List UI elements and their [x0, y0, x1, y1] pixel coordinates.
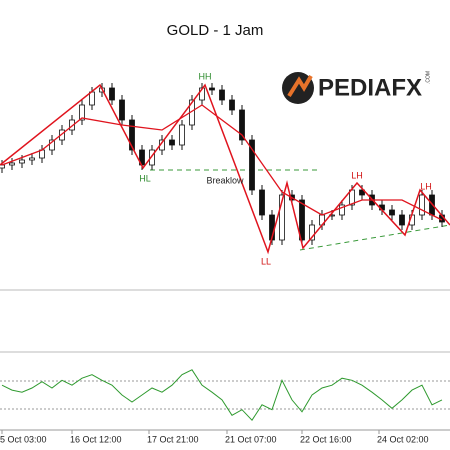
candle-body [399, 214, 405, 226]
candle-body [69, 119, 75, 131]
candle-body [259, 189, 265, 216]
candle-body [179, 124, 185, 146]
annotation: LH [420, 181, 432, 191]
x-tick-label: 21 Oct 07:00 [225, 434, 277, 444]
candle-body [389, 209, 395, 216]
candle-body [299, 199, 305, 241]
candle-body [49, 139, 55, 151]
candle-body [339, 204, 345, 216]
candle-body [109, 87, 115, 101]
x-tick-label: 16 Oct 12:00 [70, 434, 122, 444]
moving-average [1, 104, 443, 221]
candle-body [79, 104, 85, 121]
x-tick-label: 5 Oct 03:00 [0, 434, 47, 444]
candle-body [419, 194, 425, 216]
zigzag-line [0, 83, 450, 255]
candle-body [29, 157, 35, 161]
candle-body [279, 194, 285, 241]
brand-name: PEDIAFX [318, 74, 422, 101]
brand-suffix: .COM [425, 71, 431, 84]
x-tick-label: 24 Oct 02:00 [377, 434, 429, 444]
candle-body [249, 139, 255, 191]
candle-body [19, 159, 25, 164]
annotation: HH [199, 71, 212, 81]
indicator-line [1, 369, 443, 422]
x-tick-label: 22 Oct 16:00 [300, 434, 352, 444]
chart-title: GOLD - 1 Jam [167, 22, 264, 39]
candle-body [239, 109, 245, 141]
candle-body [9, 162, 15, 166]
candle-body [149, 149, 155, 166]
trend-line [299, 224, 450, 251]
candle-body [209, 87, 215, 91]
candle-body [129, 119, 135, 151]
candle-body [59, 129, 65, 141]
candle-body [229, 99, 235, 111]
annotation: LH [351, 170, 363, 180]
x-tick-label: 17 Oct 21:00 [147, 434, 199, 444]
logo-arrow [287, 74, 313, 98]
candle-body [359, 189, 365, 196]
candle-body [219, 89, 225, 101]
candle-body [169, 139, 175, 146]
annotation: LL [261, 256, 271, 266]
candle-body [309, 224, 315, 241]
annotation: Breaklow [206, 175, 244, 185]
candle-body [119, 99, 125, 121]
candle-body [89, 91, 95, 106]
annotation: HL [139, 173, 151, 183]
logo: PEDIAFX .COM [282, 71, 431, 104]
